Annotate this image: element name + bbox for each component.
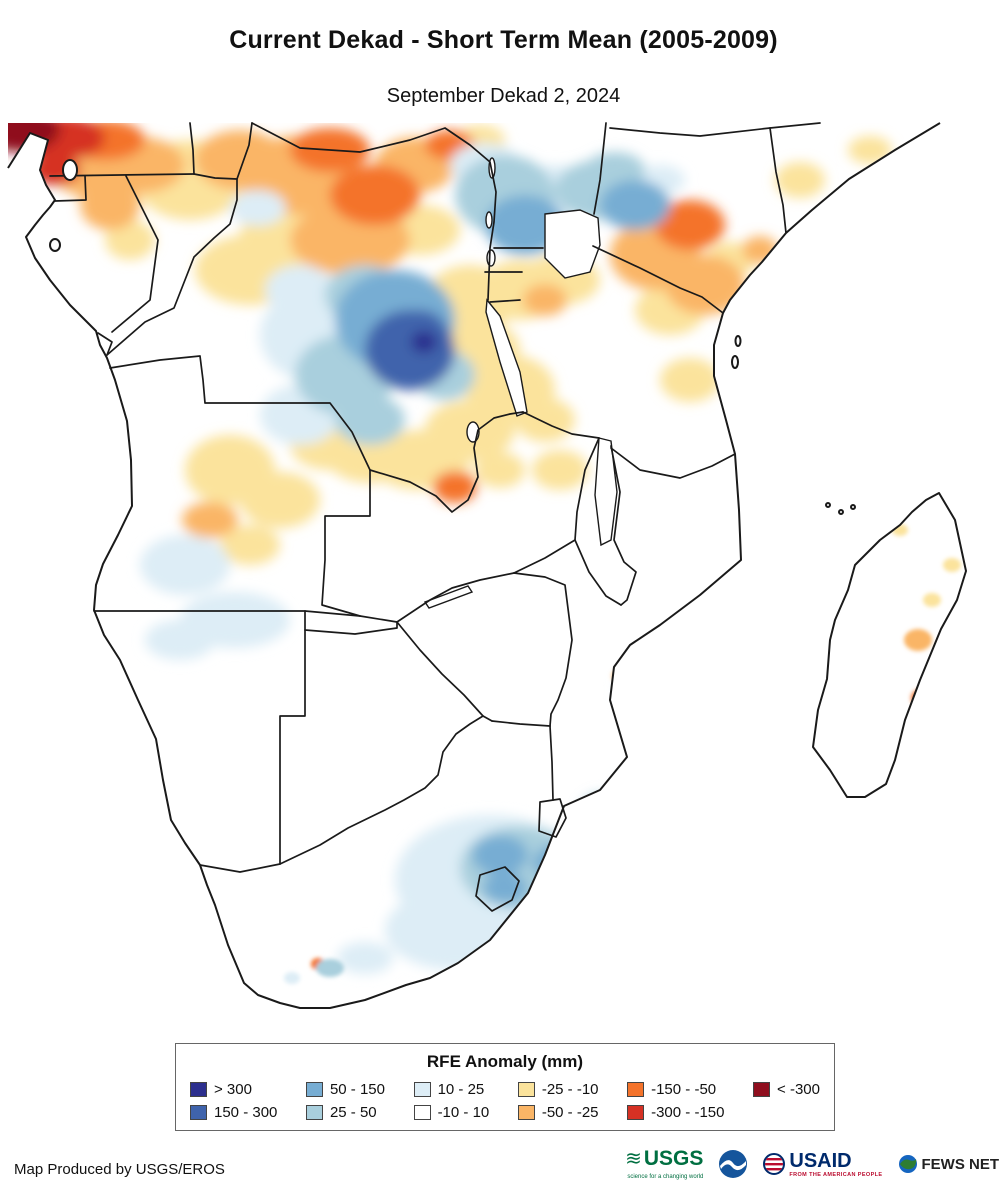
legend-swatch: [305, 1105, 323, 1120]
globe-icon: [898, 1155, 917, 1173]
usgs-tagline: science for a changing world: [627, 1174, 704, 1180]
legend-swatch: [627, 1082, 645, 1097]
legend-label: -300 - -150: [651, 1104, 725, 1121]
footer-logos: ≋ USGS science for a changing world USAI…: [625, 1148, 999, 1180]
legend: RFE Anomaly (mm) > 300 150 - 300 50 - 15…: [175, 1043, 835, 1131]
legend-label: > 300: [214, 1081, 252, 1098]
usgs-wordmark: USGS: [643, 1147, 704, 1170]
coastline: [7, 122, 967, 1009]
fews-net-wordmark: FEWS NET: [921, 1155, 1000, 1173]
legend-entry: 25 - 50: [305, 1104, 385, 1121]
legend-swatch: [190, 1082, 207, 1097]
legend-label: < -300: [777, 1081, 820, 1098]
legend-swatch: [305, 1082, 323, 1097]
legend-grid: > 300 150 - 300 50 - 150 25 - 50 10 - 25: [190, 1081, 820, 1121]
legend-swatch: [413, 1082, 431, 1097]
legend-entry: 10 - 25: [413, 1081, 490, 1098]
legend-entry: 150 - 300: [190, 1104, 277, 1121]
usgs-logo: ≋ USGS science for a changing world: [625, 1148, 703, 1180]
page-title: Current Dekad - Short Term Mean (2005-20…: [229, 26, 778, 54]
legend-label: 25 - 50: [329, 1104, 377, 1121]
legend-label: 10 - 25: [437, 1081, 485, 1098]
legend-label: -150 - -50: [651, 1081, 717, 1098]
legend-entry: -10 - 10: [413, 1104, 490, 1121]
legend-swatch: [627, 1105, 645, 1120]
legend-entry: > 300: [190, 1081, 277, 1098]
legend-entry: -150 - -50: [627, 1081, 724, 1098]
legend-entry: -300 - -150: [627, 1104, 724, 1121]
usaid-logo: USAID FROM THE AMERICAN PEOPLE: [763, 1151, 882, 1178]
page-subtitle: September Dekad 2, 2024: [386, 85, 621, 107]
legend-swatch: [517, 1082, 535, 1097]
legend-entry: -25 - -10: [517, 1081, 599, 1098]
legend-entry: -50 - -25: [517, 1104, 599, 1121]
legend-swatch: [753, 1082, 771, 1097]
country-borders: [49, 122, 821, 912]
usgs-waves-icon: ≋: [625, 1147, 642, 1170]
credit-text: Map Produced by USGS/EROS: [14, 1161, 225, 1178]
usaid-wordmark: USAID: [789, 1149, 852, 1172]
fews-net-logo: FEWS NET: [898, 1154, 1000, 1174]
legend-label: -50 - -25: [541, 1104, 599, 1121]
usaid-tagline: FROM THE AMERICAN PEOPLE: [789, 1171, 883, 1178]
usaid-seal-icon: [763, 1153, 786, 1175]
legend-entry: 50 - 150: [305, 1081, 385, 1098]
legend-label: -10 - 10: [437, 1104, 490, 1121]
legend-label: 150 - 300: [214, 1104, 278, 1121]
legend-swatch: [517, 1105, 535, 1120]
noaa-logo: [718, 1149, 748, 1179]
noaa-emblem-icon: [719, 1150, 748, 1178]
legend-title: RFE Anomaly (mm): [426, 1052, 584, 1071]
legend-swatch: [190, 1105, 207, 1120]
legend-label: -25 - -10: [541, 1081, 599, 1098]
legend-entry: < -300: [753, 1081, 820, 1098]
legend-label: 50 - 150: [329, 1081, 385, 1098]
legend-swatch: [413, 1105, 431, 1120]
